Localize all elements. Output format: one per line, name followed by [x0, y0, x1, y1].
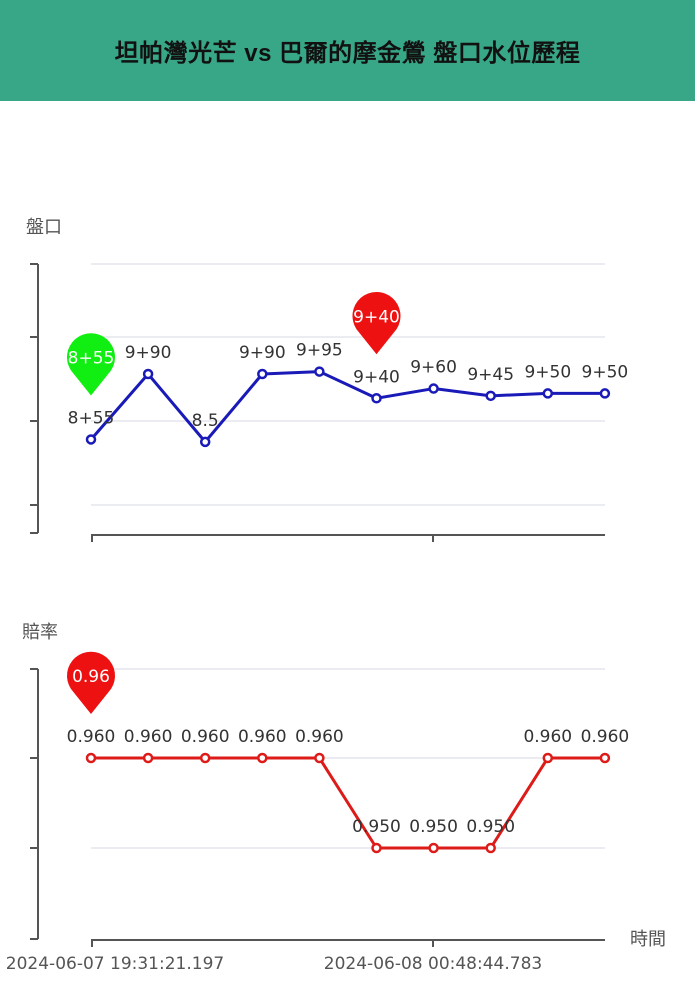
odds-point: [542, 752, 554, 764]
x-tick-label-mid: 2024-06-08 00:48:44.783: [324, 954, 542, 974]
handicap-point-label: 9+50: [524, 362, 571, 382]
odds-point-label: 0.960: [67, 727, 116, 747]
handicap-series-line: [89, 370, 605, 444]
handicap-chart: 盤口 8+55 9+90 8.5 9+90 9+95 9+40 9+60 9+45 9+50 9+…: [26, 217, 628, 542]
x-tick-label-start: 2024-06-07 19:31:21.197: [6, 954, 224, 974]
handicap-point: [85, 434, 97, 445]
page-title: 坦帕灣光芒 vs 巴爾的摩金鶯 盤口水位歷程: [114, 40, 581, 67]
odds-max-marker-label: 0.96: [72, 667, 110, 687]
odds-point: [85, 752, 97, 764]
odds-x-axis-label: 時間: [630, 929, 666, 950]
handicap-max-marker: 9+40: [352, 291, 401, 355]
handicap-point: [485, 390, 496, 402]
handicap-max-marker-label: 9+40: [353, 307, 400, 327]
odds-markers: 0.96: [67, 651, 116, 714]
odds-point: [199, 752, 211, 764]
handicap-point-label: 9+90: [125, 343, 172, 363]
handicap-point: [371, 393, 382, 404]
handicap-min-marker: 8+55: [67, 333, 116, 396]
odds-point-label: 0.960: [124, 727, 173, 747]
odds-chart: 賠率 時間 2024-06-07 19:31:21.197 2024-06-08…: [6, 622, 666, 974]
odds-point-label: 0.960: [238, 727, 287, 747]
handicap-point: [257, 368, 268, 380]
handicap-point-label: 9+90: [239, 343, 286, 363]
map-pin-icon: [352, 291, 401, 355]
odds-point-label: 0.950: [352, 817, 401, 837]
odds-point: [314, 752, 325, 764]
handicap-point-label: 9+50: [582, 362, 629, 382]
handicap-point-label: 8+55: [68, 408, 115, 428]
map-pin-icon: [67, 333, 116, 396]
handicap-gridlines: [91, 263, 605, 506]
odds-point: [599, 752, 611, 764]
handicap-points: [85, 366, 611, 448]
odds-max-marker: 0.96: [67, 651, 116, 714]
odds-point: [485, 842, 496, 854]
odds-points: [85, 752, 611, 854]
odds-point-label: 0.950: [409, 817, 458, 837]
handicap-point-label: 9+95: [296, 341, 343, 361]
handicap-point-labels: 8+55 9+90 8.5 9+90 9+95 9+40 9+60 9+45 9+50 9+50: [68, 341, 629, 431]
odds-point: [257, 752, 268, 764]
handicap-point: [599, 388, 611, 399]
odds-point-label: 0.960: [181, 727, 230, 747]
handicap-y-axis: [30, 263, 39, 534]
odds-point-label: 0.960: [295, 727, 344, 747]
handicap-point-label: 9+40: [353, 367, 400, 387]
header-bar: 坦帕灣光芒 vs 巴爾的摩金鶯 盤口水位歷程: [0, 0, 695, 101]
handicap-point-label: 9+45: [467, 365, 514, 385]
odds-x-axis: [91, 939, 605, 947]
odds-point: [428, 842, 439, 854]
odds-y-axis-label: 賠率: [22, 622, 58, 643]
odds-series-line: [91, 756, 605, 850]
handicap-point-label: 8.5: [192, 411, 219, 431]
handicap-point: [314, 366, 325, 377]
odds-point-label: 0.960: [581, 727, 630, 747]
odds-point-labels: 0.960 0.960 0.960 0.960 0.960 0.950 0.950 0.950…: [67, 727, 630, 837]
odds-point: [371, 842, 382, 854]
handicap-markers: 8+55 9+40: [67, 291, 401, 396]
map-pin-icon: [67, 651, 116, 714]
odds-point-label: 0.960: [523, 727, 572, 747]
odds-point: [142, 752, 154, 764]
handicap-point-label: 9+60: [410, 358, 457, 378]
handicap-min-marker-label: 8+55: [68, 348, 115, 368]
handicap-point: [142, 368, 154, 380]
handicap-point: [199, 436, 211, 448]
handicap-x-axis: [91, 534, 605, 542]
odds-point-label: 0.950: [466, 817, 515, 837]
handicap-point: [428, 383, 439, 394]
handicap-y-axis-label: 盤口: [26, 217, 62, 238]
handicap-point: [542, 388, 554, 399]
odds-y-axis: [30, 668, 39, 940]
